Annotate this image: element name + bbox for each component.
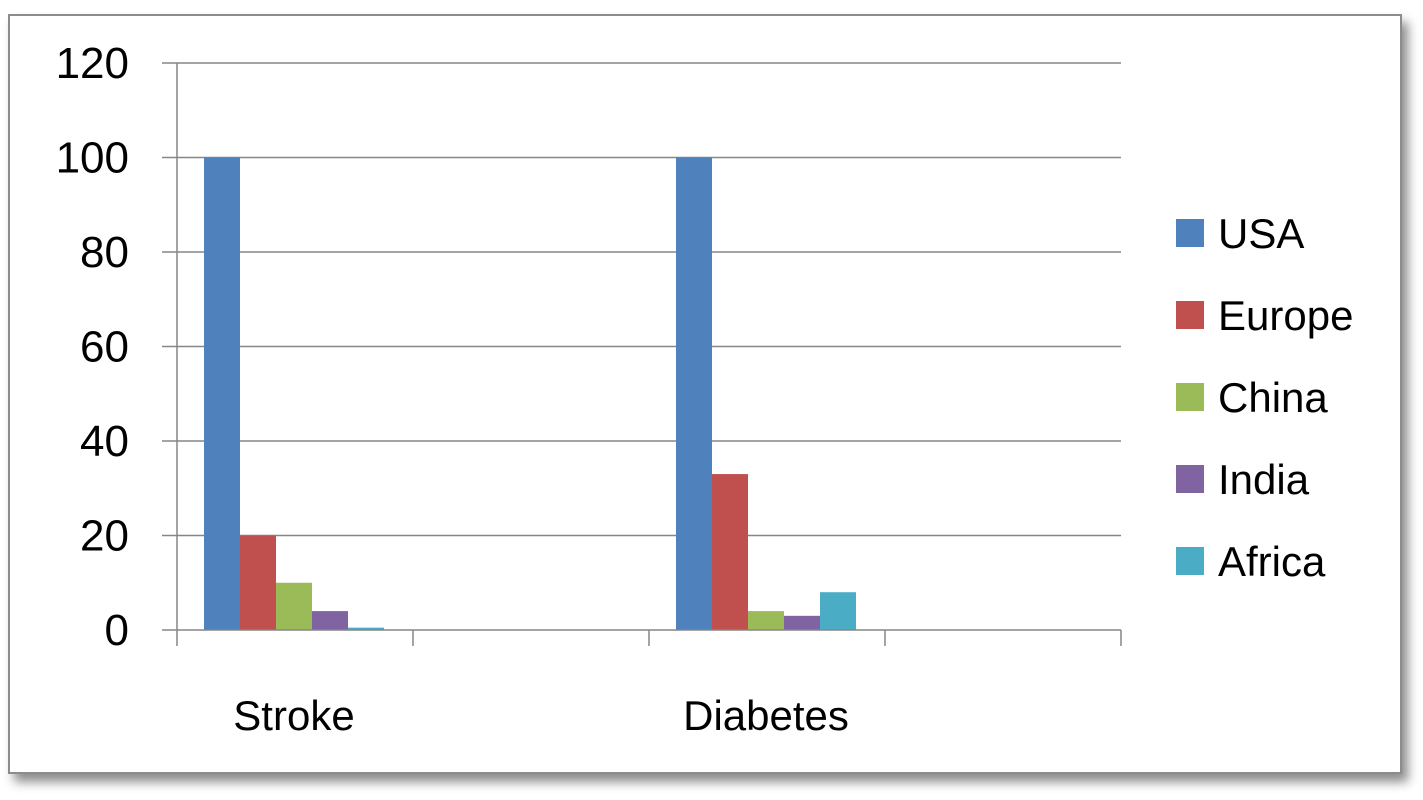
bars (204, 157, 856, 630)
legend-swatch (1176, 219, 1204, 247)
legend-swatch (1176, 465, 1204, 493)
legend: USA Europe China India Africa (1176, 210, 1353, 585)
y-tick-label: 20 (80, 512, 129, 561)
axes (176, 63, 1122, 646)
y-tick-label: 100 (56, 134, 129, 183)
legend-label: China (1218, 374, 1328, 421)
y-tick-label: 120 (56, 39, 129, 88)
bar-china-diabetes (748, 611, 784, 630)
bar-europe-diabetes (712, 474, 748, 630)
legend-label: USA (1218, 210, 1304, 257)
x-axis-labels: Stroke Diabetes (233, 692, 849, 739)
legend-label: India (1218, 456, 1310, 503)
bar-africa-diabetes (820, 592, 856, 630)
y-axis-ticks: 0 20 40 60 80 100 120 (56, 39, 177, 655)
x-category-label: Stroke (233, 692, 354, 739)
legend-label: Europe (1218, 292, 1353, 339)
y-tick-label: 80 (80, 228, 129, 277)
bar-india-diabetes (784, 615, 820, 630)
gridlines (177, 62, 1121, 537)
y-tick-label: 60 (80, 323, 129, 372)
y-tick-label: 0 (105, 606, 129, 655)
bar-india-stroke (312, 611, 348, 630)
legend-swatch (1176, 301, 1204, 329)
bar-europe-stroke (240, 535, 276, 630)
bar-china-stroke (276, 582, 312, 630)
legend-label: Africa (1218, 538, 1326, 585)
legend-swatch (1176, 547, 1204, 575)
x-category-label: Diabetes (683, 692, 849, 739)
y-tick-label: 40 (80, 417, 129, 466)
bar-usa-stroke (204, 157, 240, 630)
bar-usa-diabetes (676, 157, 712, 630)
bar-africa-stroke (348, 627, 384, 630)
legend-swatch (1176, 383, 1204, 411)
